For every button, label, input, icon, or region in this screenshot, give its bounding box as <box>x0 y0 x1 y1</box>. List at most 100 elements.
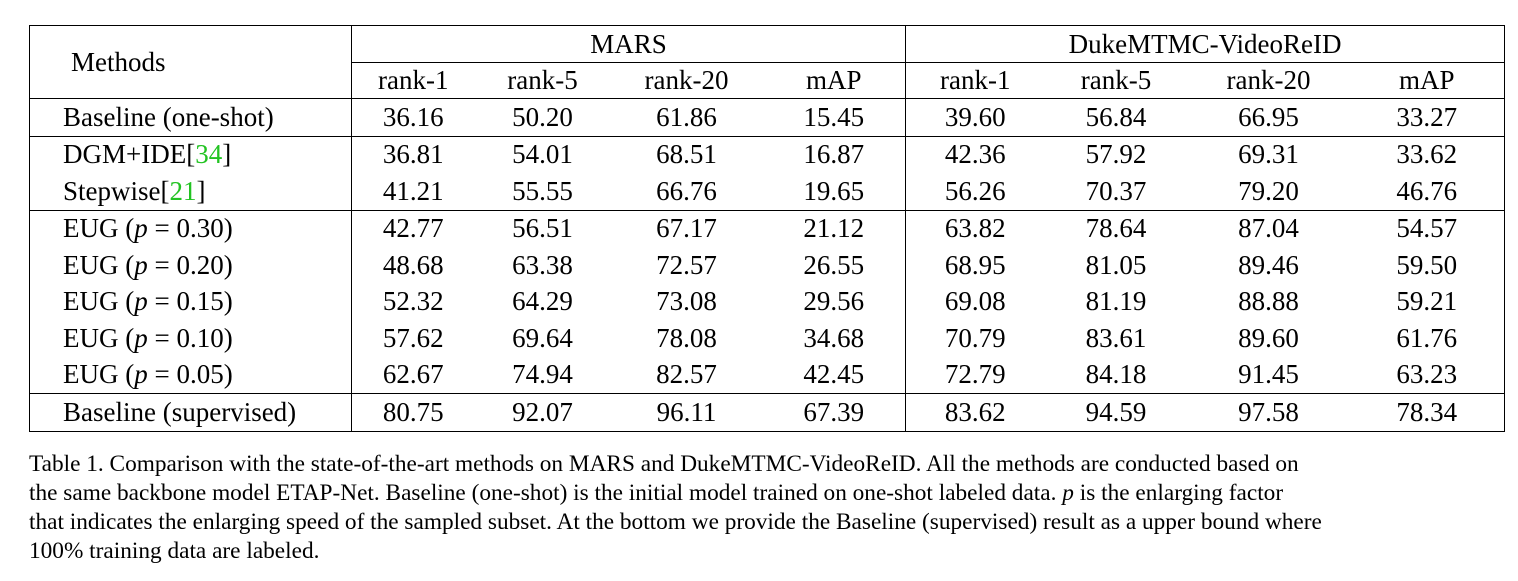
value-cell: 63.82 <box>905 209 1045 247</box>
value-cell: 74.94 <box>512 359 573 390</box>
method-cell: EUG (p = 0.10) <box>29 320 352 357</box>
value-cell: 57.62 <box>382 322 444 353</box>
value-cell: 39.60 <box>944 101 1006 132</box>
value-cell: 33.27 <box>1349 98 1506 136</box>
caption-line: the same backbone model ETAP-Net. Baseli… <box>29 479 1505 508</box>
citation-link[interactable]: 21 <box>169 175 197 206</box>
table-row: Baseline (supervised) 80.75 92.07 96.11 67.3… <box>29 393 1506 432</box>
value-cell: 50.20 <box>512 101 573 132</box>
value-cell: 59.50 <box>1349 247 1506 284</box>
p-variable: p <box>134 249 148 280</box>
value-cell: 78.64 <box>1044 209 1188 247</box>
value-cell: 73.08 <box>656 286 717 317</box>
value-cell: 61.86 <box>656 101 717 132</box>
method-name: EUG <box>63 322 119 353</box>
p-value: 0.15 <box>176 286 224 317</box>
metric-header: rank-5 <box>1044 62 1188 99</box>
value-cell: 81.19 <box>1085 286 1147 317</box>
value-cell: 64.29 <box>512 286 573 317</box>
method-cell: Baseline (supervised) <box>29 393 352 432</box>
method-name: DGM+IDE <box>63 139 187 170</box>
caption-line-text: the same backbone model ETAP-Net. Baseli… <box>29 480 1284 506</box>
value-cell: 79.20 <box>1238 175 1299 206</box>
value-cell: 67.39 <box>762 393 907 432</box>
value-cell: 97.58 <box>1187 393 1350 432</box>
results-table: Methods MARS DukeMTMC-VideoReID rank-1 r… <box>29 25 1506 432</box>
metric-header: rank-1 <box>351 62 475 99</box>
value-cell: 57.92 <box>1044 135 1188 173</box>
value-cell: 72.79 <box>944 359 1006 390</box>
metric-header: mAP <box>762 62 907 99</box>
table-row: EUG (p = 0.20) 48.68 63.38 72.57 26.55 68.95 8… <box>29 247 1506 284</box>
p-variable: p <box>134 213 148 244</box>
method-name: EUG <box>63 359 119 390</box>
metric-header: rank-1 <box>905 62 1045 99</box>
value-cell: 61.76 <box>1349 320 1506 357</box>
value-cell: 67.17 <box>610 209 763 247</box>
method-name: Stepwise <box>63 175 161 206</box>
value-cell: 81.05 <box>1085 249 1147 280</box>
method-name: Baseline (supervised) <box>63 396 297 427</box>
value-cell: 62.67 <box>382 359 444 390</box>
value-cell: 70.79 <box>944 322 1006 353</box>
method-name: EUG <box>63 286 119 317</box>
value-cell: 66.76 <box>656 175 717 206</box>
table-caption: Table 1. Comparison with the state-of-th… <box>29 450 1505 566</box>
table-row: EUG (p = 0.05) 62.67 74.94 82.57 42.45 72.79 8… <box>29 356 1506 394</box>
value-cell: 19.65 <box>762 173 907 210</box>
value-cell: 16.87 <box>762 135 907 173</box>
value-cell: 68.51 <box>610 135 763 173</box>
value-cell: 89.46 <box>1238 249 1299 280</box>
value-cell: 56.51 <box>474 209 611 247</box>
table-row: Baseline (one-shot) 36.16 50.20 61.86 15.45 3… <box>29 98 1506 136</box>
value-cell: 96.11 <box>610 393 763 432</box>
citation-link[interactable]: 34 <box>195 139 223 170</box>
caption-line: 100% training data are labeled. <box>29 538 320 564</box>
metric-header: rank-5 <box>474 62 611 99</box>
value-cell: 56.84 <box>1085 101 1147 132</box>
value-cell: 42.36 <box>905 135 1045 173</box>
caption-line: that indicates the enlarging speed of th… <box>29 509 1322 535</box>
p-value: 0.30 <box>176 213 224 244</box>
value-cell: 69.64 <box>512 322 573 353</box>
p-variable: p <box>1062 480 1074 506</box>
p-variable: p <box>134 286 148 317</box>
p-value: 0.05 <box>176 359 224 390</box>
value-cell: 66.95 <box>1238 101 1299 132</box>
value-cell: 42.77 <box>351 209 475 247</box>
table-row: EUG (p = 0.10) 57.62 69.64 78.08 34.68 70.79 8… <box>29 320 1506 357</box>
value-cell: 29.56 <box>762 283 907 320</box>
method-name: EUG <box>63 213 119 244</box>
value-cell: 55.55 <box>512 175 573 206</box>
table-body: Baseline (one-shot) 36.16 50.20 61.86 15.45 3… <box>29 98 1506 432</box>
value-cell: 36.81 <box>351 135 475 173</box>
value-cell: 54.57 <box>1349 209 1506 247</box>
methods-header: Methods <box>29 25 352 99</box>
table-row: EUG (p = 0.15) 52.32 64.29 73.08 29.56 69.08 8… <box>29 283 1506 320</box>
value-cell: 91.45 <box>1238 359 1299 390</box>
value-cell: 84.18 <box>1085 359 1147 390</box>
p-value: 0.10 <box>176 322 224 353</box>
value-cell: 83.61 <box>1085 322 1147 353</box>
metric-header: rank-20 <box>1187 62 1350 99</box>
value-cell: 70.37 <box>1085 175 1147 206</box>
method-cell: EUG (p = 0.05) <box>29 356 352 394</box>
method-cell: EUG (p = 0.20) <box>29 247 352 284</box>
value-cell: 56.26 <box>944 175 1006 206</box>
p-value: 0.20 <box>176 249 224 280</box>
value-cell: 34.68 <box>762 320 907 357</box>
value-cell: 88.88 <box>1238 286 1299 317</box>
method-name: EUG <box>63 249 119 280</box>
value-cell: 69.08 <box>944 286 1006 317</box>
value-cell: 59.21 <box>1349 283 1506 320</box>
value-cell: 82.57 <box>656 359 717 390</box>
value-cell: 89.60 <box>1238 322 1299 353</box>
value-cell: 15.45 <box>762 98 907 136</box>
value-cell: 78.34 <box>1349 393 1506 432</box>
method-cell: DGM+IDE[34] <box>29 135 352 173</box>
value-cell: 72.57 <box>656 249 717 280</box>
value-cell: 94.59 <box>1044 393 1188 432</box>
group-header-duke: DukeMTMC-VideoReID <box>905 25 1506 63</box>
metric-header: mAP <box>1349 62 1506 99</box>
value-cell: 36.16 <box>382 101 444 132</box>
